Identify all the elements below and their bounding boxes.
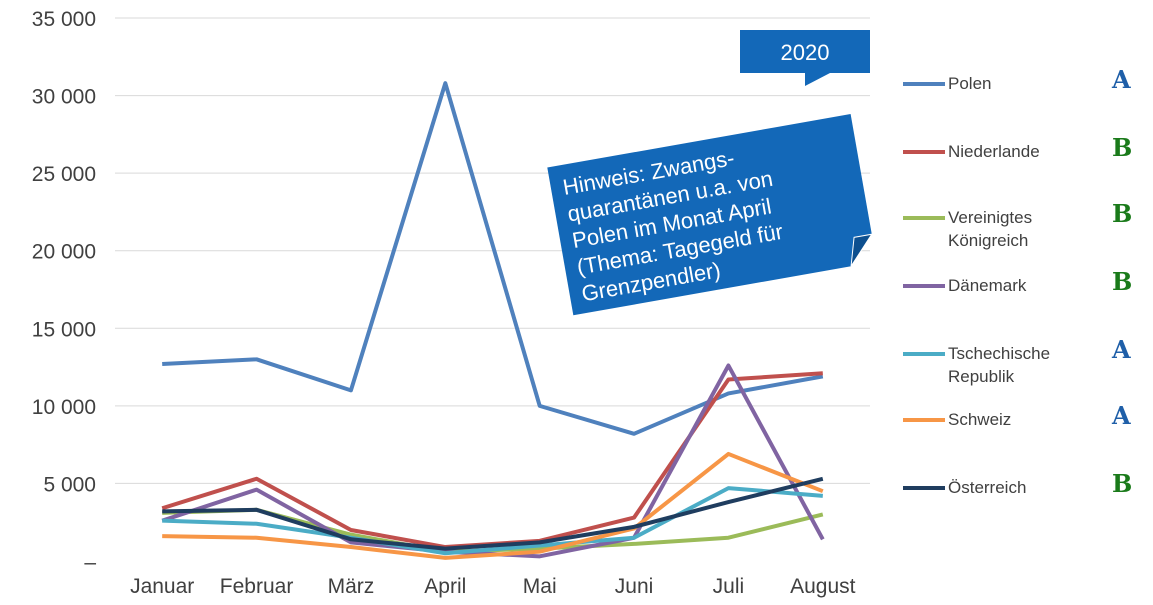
legend-label: Österreich (948, 478, 1027, 497)
note: Hinweis: Zwangs-quarantänen u.a. vonPole… (547, 114, 873, 316)
legend-label: Vereinigtes Königreich (948, 208, 1033, 250)
y-tick-label: 30 000 (32, 86, 96, 109)
x-tick-label: Juli (713, 575, 745, 598)
series-line (162, 451, 824, 560)
year-label: 2020 (781, 40, 830, 65)
legend-badge: A (1112, 401, 1131, 430)
series-line (162, 476, 824, 551)
legend-badge: B (1112, 469, 1133, 498)
y-tick-label: 35 000 (32, 8, 96, 31)
x-tick-label: April (424, 575, 466, 598)
legend-label: Schweiz (948, 410, 1012, 429)
y-tick-label: 15 000 (32, 318, 96, 341)
y-tick-label: – (84, 551, 96, 574)
legend-badge: A (1112, 65, 1131, 94)
note-fold (850, 233, 873, 267)
y-tick-label: 20 000 (32, 241, 96, 264)
x-tick-label: Februar (220, 575, 294, 598)
x-tick-label: Januar (130, 575, 194, 598)
y-tick-label: 10 000 (32, 396, 96, 419)
note-box (547, 114, 872, 316)
y-tick-label: 25 000 (32, 163, 96, 186)
x-tick-label: Juni (615, 575, 654, 598)
legend-label: Niederlande (948, 142, 1040, 161)
x-tick-label: Mai (523, 575, 557, 598)
x-tick-label: August (790, 575, 856, 598)
series-line (162, 486, 823, 556)
legend-label: Dänemark (948, 276, 1027, 295)
legend-badge: B (1112, 267, 1133, 296)
year-flag (740, 30, 870, 86)
x-tick-label: März (328, 575, 375, 598)
y-tick-label: 5 000 (43, 473, 96, 496)
legend-label: Tschechische Republik (948, 344, 1051, 386)
legend-badge: B (1112, 199, 1133, 228)
legend-badge: A (1112, 335, 1131, 364)
legend-badge: B (1112, 133, 1133, 162)
legend-label: Polen (948, 74, 992, 93)
